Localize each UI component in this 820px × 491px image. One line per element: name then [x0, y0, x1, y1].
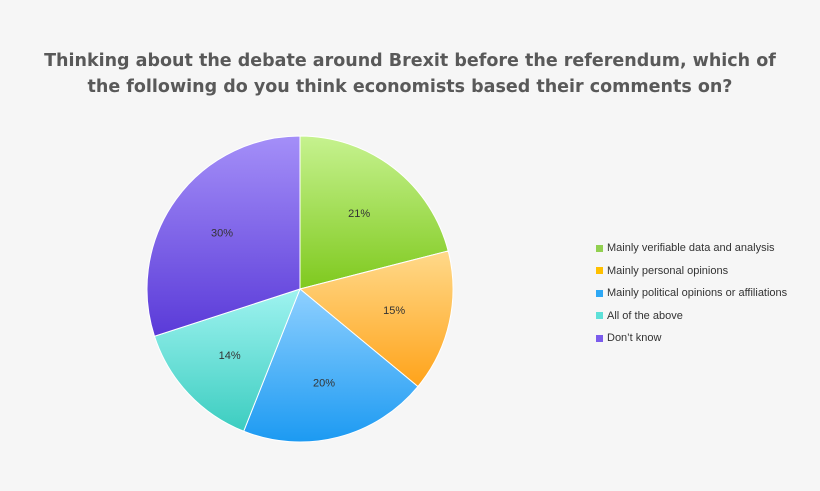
slice-label-4: 14%: [219, 350, 241, 362]
chart-title: Thinking about the debate around Brexit …: [0, 48, 820, 100]
legend-swatch-4: [596, 312, 603, 320]
pie-slice-5: [146, 135, 301, 337]
pie-slice-3: [243, 288, 419, 443]
pie-slice-1: [299, 135, 449, 290]
slice-label-5: 30%: [211, 227, 233, 239]
chart-title-line-2: the following do you think economists ba…: [87, 77, 733, 97]
legend-item-5: Don’t know: [596, 327, 787, 350]
legend: Mainly verifiable data and analysis Mainl…: [596, 237, 787, 350]
legend-swatch-5: [596, 334, 603, 342]
legend-swatch-1: [596, 244, 603, 252]
legend-label-1: Mainly verifiable data and analysis: [607, 242, 775, 255]
chart-title-line-1: Thinking about the debate around Brexit …: [44, 51, 776, 71]
legend-label-3: Mainly political opinions or affiliation…: [607, 287, 788, 300]
legend-label-2: Mainly personal opinions: [607, 264, 729, 277]
legend-item-3: Mainly political opinions or affiliation…: [596, 282, 787, 305]
legend-label-5: Don’t know: [607, 332, 662, 345]
slice-label-1: 21%: [348, 208, 370, 220]
legend-label-4: All of the above: [607, 309, 683, 322]
legend-item-1: Mainly verifiable data and analysis: [596, 237, 787, 260]
legend-item-4: All of the above: [596, 305, 787, 328]
legend-swatch-3: [596, 289, 603, 297]
legend-swatch-2: [596, 267, 603, 275]
pie-slice-2: [298, 250, 454, 388]
legend-item-2: Mainly personal opinions: [596, 260, 787, 283]
slice-label-3: 20%: [313, 377, 335, 389]
slice-label-2: 15%: [383, 305, 405, 317]
